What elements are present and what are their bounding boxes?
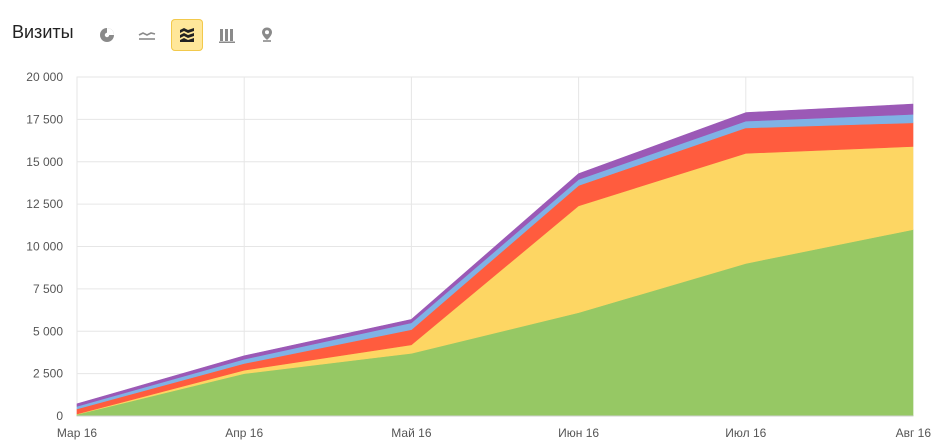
series-area-5 xyxy=(76,103,914,407)
y-tick-label: 20 000 xyxy=(26,70,63,84)
y-tick-label: 17 500 xyxy=(26,112,63,126)
x-tick-label: Июл 16 xyxy=(725,426,766,440)
chart-header: Визиты xyxy=(0,0,952,70)
axes: 0 2 500 5 000 7 500 10 000 12 500 15 000 17 500… xyxy=(26,70,931,440)
pie-chart-icon xyxy=(100,28,114,42)
bar-chart-button[interactable] xyxy=(211,19,243,51)
x-tick-label: Май 16 xyxy=(391,426,432,440)
x-tick-label: Июн 16 xyxy=(558,426,599,440)
bar-chart-icon xyxy=(219,29,235,43)
x-tick-label: Авг 16 xyxy=(896,426,932,440)
y-tick-label: 15 000 xyxy=(26,155,63,169)
y-tick-label: 7 500 xyxy=(33,282,63,296)
area-chart-icon xyxy=(180,28,194,42)
map-pin-icon xyxy=(262,27,272,42)
area-chart-button[interactable] xyxy=(171,19,203,51)
y-tick-label: 5 000 xyxy=(33,324,63,338)
map-button[interactable] xyxy=(251,19,283,51)
chart-title: Визиты xyxy=(12,22,74,42)
y-tick-label: 0 xyxy=(56,409,63,423)
areas xyxy=(76,103,914,417)
x-tick-label: Апр 16 xyxy=(225,426,263,440)
y-tick-label: 12 500 xyxy=(26,197,63,211)
y-tick-label: 2 500 xyxy=(33,367,63,381)
line-chart-icon xyxy=(138,32,156,40)
y-tick-label: 10 000 xyxy=(26,240,63,254)
pie-chart-button[interactable] xyxy=(91,19,123,51)
stacked-area-chart: 0 2 500 5 000 7 500 10 000 12 500 15 000 17 500… xyxy=(26,70,931,440)
x-tick-label: Мар 16 xyxy=(57,426,97,440)
line-chart-button[interactable] xyxy=(131,19,163,51)
